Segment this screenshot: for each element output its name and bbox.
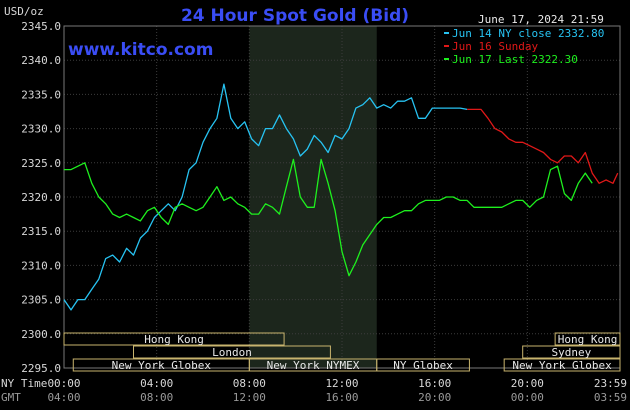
series-line: [63, 83, 468, 311]
x-tick-label: 23:59: [594, 377, 627, 390]
market-session-bar: [522, 345, 621, 359]
x-tick-label: 04:00: [47, 391, 80, 404]
x-tick-label: 00:00: [47, 377, 80, 390]
market-session-bar: [133, 345, 331, 359]
source-watermark: www.kitco.com: [68, 40, 213, 60]
x-tick-label: 08:00: [233, 377, 266, 390]
chart-title: 24 Hour Spot Gold (Bid): [181, 6, 409, 26]
x-axis-row-caption: NY Time: [1, 377, 47, 390]
x-tick-label: 20:00: [511, 377, 544, 390]
market-session-bar: [63, 332, 285, 346]
market-session-bar: [554, 332, 621, 346]
x-tick-label: 20:00: [418, 391, 451, 404]
series-line: [467, 108, 619, 184]
y-tick-label: 2315.0: [21, 225, 61, 238]
y-tick-label: 2305.0: [21, 294, 61, 307]
market-session-label: New York Globex: [512, 359, 612, 372]
market-session-bar: [503, 358, 621, 372]
legend-entry: Jun 16 Sunday: [452, 40, 538, 53]
grid-lines: [64, 25, 620, 369]
market-session-bar: [376, 358, 470, 372]
plot-border: [63, 25, 621, 369]
market-session-label: London: [212, 346, 252, 359]
series-line: [64, 158, 593, 277]
price-series: [63, 83, 619, 311]
y-tick-label: 2295.0: [21, 362, 61, 375]
y-tick-label: 2340.0: [21, 54, 61, 67]
legend-entry: Jun 14 NY close 2332.80: [452, 27, 604, 40]
market-session-label: NY Globex: [393, 359, 453, 372]
market-session-label: New York NYMEX: [267, 359, 360, 372]
y-tick-label: 2335.0: [21, 88, 61, 101]
x-tick-label: 00:00: [511, 391, 544, 404]
y-tick-label: 2310.0: [21, 259, 61, 272]
y-axis: 2345.0 2340.0 2335.0 2330.0 2325.0 2320.0 2315…: [21, 20, 61, 375]
x-tick-label: 04:00: [140, 377, 173, 390]
market-session-label: Hong Kong: [558, 333, 618, 346]
x-tick-label: 03:59: [594, 391, 627, 404]
y-tick-label: 2320.0: [21, 191, 61, 204]
x-tick-label: 12:00: [233, 391, 266, 404]
legend-entry: Jun 17 Last 2322.30: [452, 53, 578, 66]
chart-timestamp: June 17, 2024 21:59: [478, 13, 604, 26]
x-axis: NY Time 00:00 04:00 08:00 12:00 16:00 20:00 23:…: [1, 377, 627, 404]
x-axis-row-caption: GMT: [1, 391, 21, 404]
y-tick-label: 2345.0: [21, 20, 61, 33]
x-tick-label: 16:00: [418, 377, 451, 390]
x-tick-label: 16:00: [325, 391, 358, 404]
y-tick-label: 2330.0: [21, 123, 61, 136]
y-axis-unit-label: USD/oz: [4, 5, 44, 18]
x-tick-label: 08:00: [140, 391, 173, 404]
x-tick-label: 12:00: [325, 377, 358, 390]
y-tick-label: 2300.0: [21, 328, 61, 341]
market-session-label: New York Globex: [112, 359, 212, 372]
market-session-label: Hong Kong: [144, 333, 204, 346]
market-session-label: Sydney: [551, 346, 591, 359]
y-tick-label: 2325.0: [21, 157, 61, 170]
